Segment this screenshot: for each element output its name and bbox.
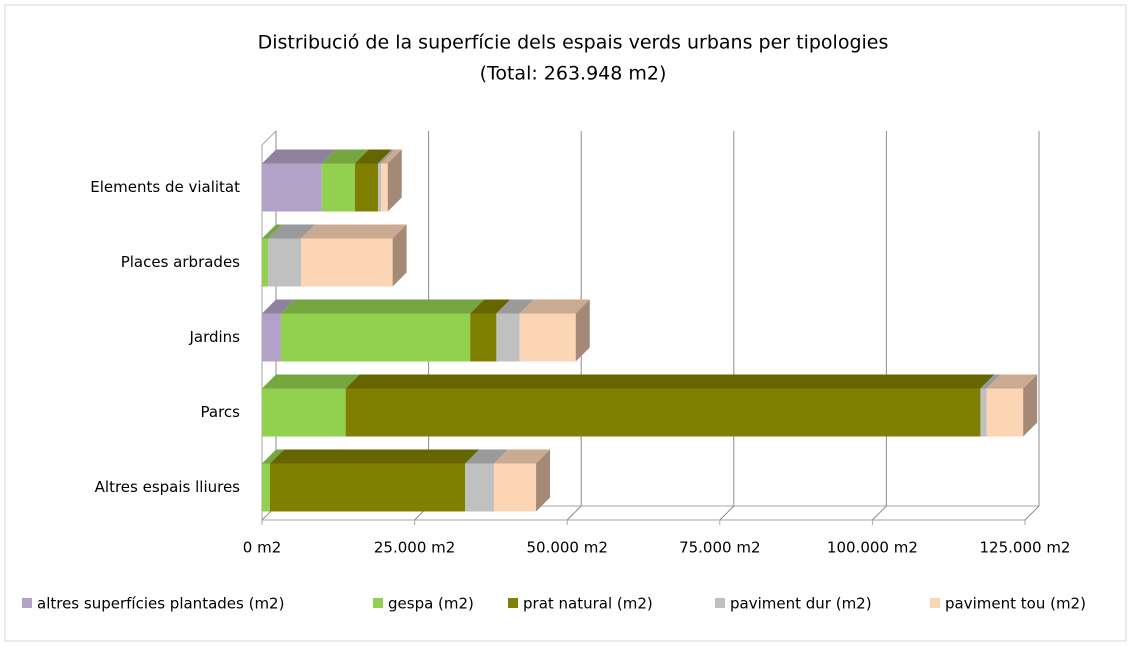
bar [262,313,281,362]
x-tick-label: 50.000 m2 [526,539,607,557]
legend-item: prat natural (m2) [508,595,653,613]
bar [496,313,520,362]
bar-top [493,449,551,464]
bar-top [262,374,360,389]
grid-floor-line [566,505,582,521]
bar [262,238,269,287]
bar [465,463,494,512]
bar [262,163,322,212]
bar [493,463,537,512]
bar-top [262,449,284,464]
bar-top [345,374,995,389]
bar [381,163,388,212]
bar-top [377,149,396,164]
chart-subtitle: (Total: 263.948 m2) [480,63,667,85]
bar [986,388,1024,437]
bar-top [470,299,511,314]
bar [301,238,393,287]
bar [262,388,346,437]
bar-top [980,374,1001,389]
bar-top [381,149,402,164]
bar [377,163,382,212]
bar [470,313,497,362]
grid-floor-line [719,505,735,521]
bar-top [986,374,1038,389]
bar [268,238,302,287]
bar-side [392,224,407,287]
legend-item: paviment tou (m2) [930,595,1086,613]
legend-swatch [22,598,32,608]
x-tick-label: 25.000 m2 [374,539,455,557]
legend-label: paviment tou (m2) [945,595,1086,613]
bar-side [387,149,402,212]
x-tick-label: 125.000 m2 [980,539,1071,557]
y-tick-label: Altres espais lliures [95,478,241,496]
left-wall-top [261,130,277,146]
bar-top [496,299,534,314]
bar-side [536,449,551,512]
bar [321,163,355,212]
bar-top [269,449,480,464]
legend-swatch [715,598,725,608]
legend-item: altres superfícies plantades (m2) [22,595,284,613]
legend-item: gespa (m2) [373,595,474,613]
bar-top [280,299,485,314]
bar-top [519,299,590,314]
bar [354,163,378,212]
bar-top [262,224,283,239]
bar-top [354,149,392,164]
bar-top [465,449,508,464]
bar-side [575,299,590,362]
grid-floor-line [872,505,887,521]
y-tick-label: Parcs [201,403,241,421]
bar-top [268,224,316,239]
bar-side [1023,374,1038,437]
y-tick-label: Elements de vialitat [90,178,240,196]
bar [519,313,576,362]
bar [269,463,466,512]
bar-top [321,149,369,164]
bar [980,388,987,437]
legend-item: paviment dur (m2) [715,595,872,613]
chart-title: Distribució de la superfície dels espais… [258,32,889,54]
legend-swatch [508,598,518,608]
legend-label: altres superfícies plantades (m2) [37,595,284,613]
bar-top [262,299,295,314]
legend-label: gespa (m2) [388,595,474,613]
bar-top [301,224,407,239]
y-tick-label: Places arbrades [121,253,240,271]
legend-swatch [373,598,383,608]
y-tick-label: Jardins [188,328,240,346]
legend-label: prat natural (m2) [523,595,653,613]
legend-label: paviment dur (m2) [730,595,872,613]
grid-floor-line [1024,505,1040,521]
bar [345,388,981,437]
bar-top [262,149,336,164]
legend-swatch [930,598,940,608]
bar [262,463,270,512]
x-tick-label: 0 m2 [243,539,281,557]
bar [280,313,471,362]
x-tick-label: 75.000 m2 [679,539,760,557]
x-tick-label: 100.000 m2 [827,539,918,557]
